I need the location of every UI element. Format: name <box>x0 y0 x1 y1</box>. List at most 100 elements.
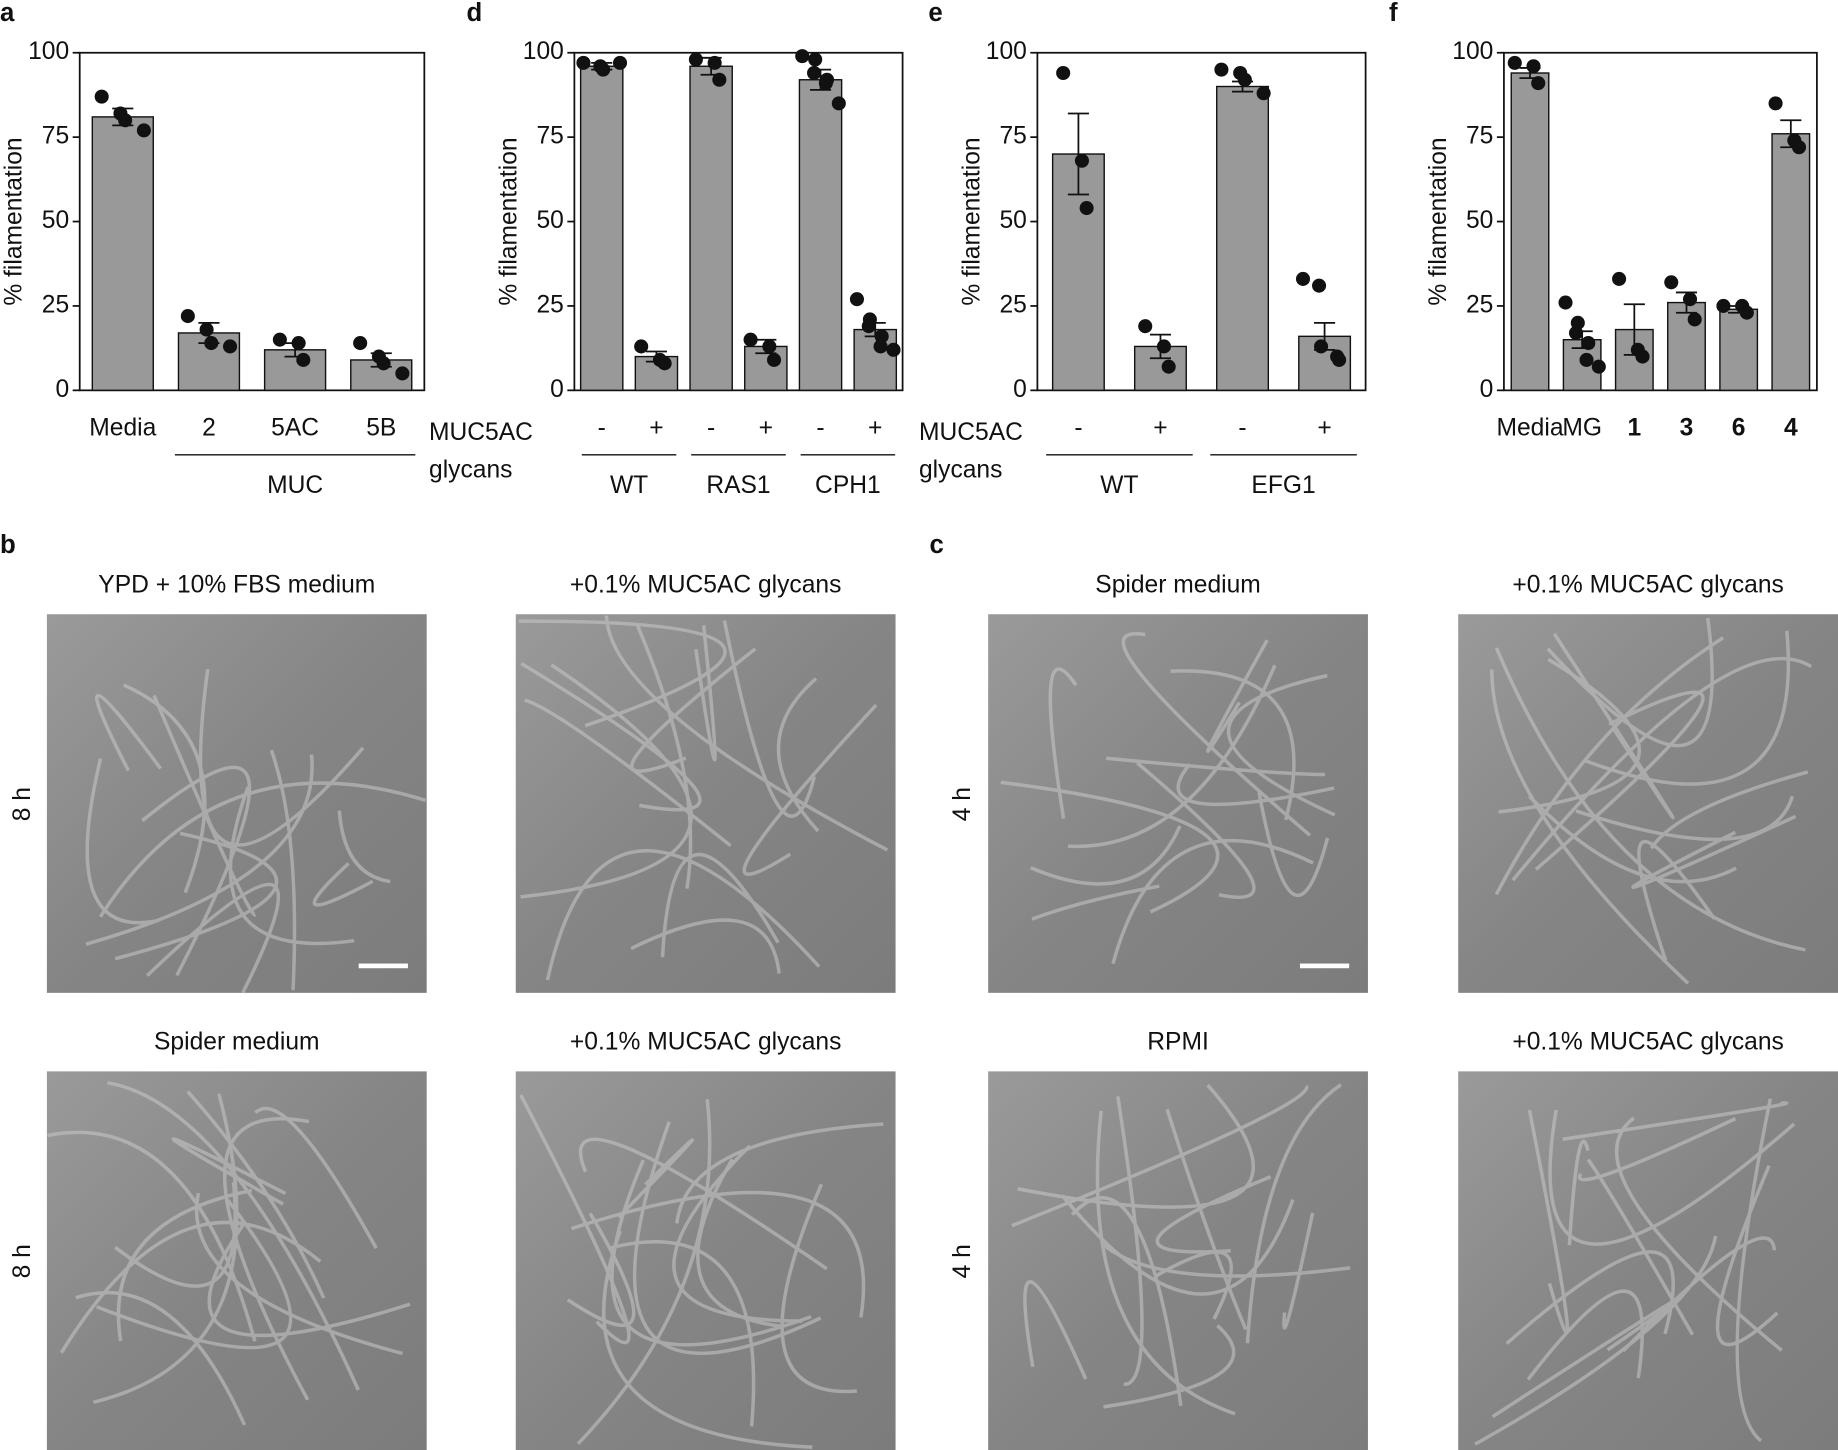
x-tick-label: 3 <box>1680 415 1694 442</box>
group-label: CPH1 <box>815 472 881 499</box>
data-point <box>873 339 888 354</box>
data-point <box>199 322 214 337</box>
data-point <box>762 339 777 354</box>
y-axis-label: % filamentation <box>495 137 522 305</box>
data-point <box>1581 336 1596 351</box>
y-axis-label: % filamentation <box>958 137 985 305</box>
micrograph <box>515 1071 896 1450</box>
data-point <box>1138 319 1153 334</box>
y-tick-label: 25 <box>1466 291 1493 318</box>
x-tick-label: + <box>868 415 882 442</box>
image-title: RPMI <box>1147 1029 1209 1056</box>
data-point <box>1568 325 1584 340</box>
data-point <box>634 339 649 354</box>
image-title: Spider medium <box>1095 572 1261 599</box>
bar <box>1510 72 1550 392</box>
hyphae <box>47 1081 411 1426</box>
y-tick-label: 0 <box>550 376 564 403</box>
y-axis-label: % filamentation <box>1425 137 1452 305</box>
time-label: 8 h <box>9 787 36 821</box>
bar <box>798 79 843 392</box>
data-point <box>808 52 823 67</box>
bar <box>689 65 733 392</box>
data-point <box>1507 55 1522 70</box>
data-point <box>1612 271 1627 286</box>
x-tick-label: Media <box>1496 415 1563 442</box>
row-label: glycans <box>429 457 512 484</box>
panel-label: b <box>0 531 16 559</box>
data-point <box>1256 86 1271 101</box>
data-point <box>831 96 846 111</box>
data-point <box>1579 352 1594 367</box>
micrograph <box>1458 614 1838 993</box>
data-point <box>576 55 591 70</box>
image-title: +0.1% MUC5AC glycans <box>1512 572 1783 599</box>
micrograph <box>46 1071 427 1450</box>
data-point <box>1791 140 1807 155</box>
x-tick-label: 1 <box>1627 415 1641 442</box>
data-point <box>795 49 810 64</box>
data-point <box>94 89 109 104</box>
data-point <box>612 55 628 70</box>
group-label: WT <box>1100 472 1138 499</box>
data-point <box>1768 96 1783 111</box>
data-point <box>743 332 758 347</box>
x-tick-label: 5B <box>366 415 396 442</box>
bar <box>1771 133 1811 392</box>
micrograph <box>46 614 427 993</box>
x-tick-label: - <box>598 415 606 442</box>
data-point <box>1716 298 1731 313</box>
data-point <box>807 65 822 81</box>
data-point <box>1214 62 1229 77</box>
y-tick-label: 75 <box>42 123 69 150</box>
data-point <box>767 352 782 367</box>
panel-label: f <box>1389 0 1398 27</box>
data-point <box>1237 72 1252 87</box>
y-tick-label: 75 <box>1466 123 1493 150</box>
row-label: MUC5AC <box>919 419 1023 446</box>
time-label: 4 h <box>949 1244 976 1278</box>
data-point <box>886 342 901 357</box>
image-title: Spider medium <box>154 1029 320 1056</box>
data-point <box>223 339 238 354</box>
data-point <box>1591 359 1606 374</box>
y-tick-label: 50 <box>42 207 69 234</box>
data-point <box>180 309 195 324</box>
data-point <box>1295 271 1311 286</box>
y-tick-label: 25 <box>42 291 69 318</box>
hyphae <box>518 615 889 981</box>
data-point <box>1079 201 1094 216</box>
x-tick-label: 6 <box>1732 415 1746 442</box>
panel-label: d <box>467 0 483 27</box>
data-point <box>136 123 151 138</box>
panel-label: a <box>0 0 15 27</box>
data-point <box>291 336 306 351</box>
data-point <box>849 292 864 307</box>
y-tick-label: 100 <box>986 38 1027 65</box>
data-point <box>296 352 311 367</box>
data-point <box>707 55 722 70</box>
panel-label: c <box>930 531 944 559</box>
x-tick-label: 4 <box>1784 415 1798 442</box>
y-tick-label: 25 <box>536 291 563 318</box>
x-tick-label: 2 <box>202 415 216 442</box>
x-tick-label: - <box>1074 415 1082 442</box>
group-label: MUC <box>267 472 323 499</box>
data-point <box>1156 339 1172 354</box>
data-point <box>1558 295 1573 310</box>
data-point <box>596 62 611 77</box>
micrograph <box>515 614 896 993</box>
data-point <box>1531 76 1546 91</box>
scale-bar <box>1299 963 1350 969</box>
data-point <box>1074 153 1089 168</box>
group-label: RAS1 <box>706 472 770 499</box>
y-tick-label: 50 <box>999 207 1026 234</box>
y-tick-label: 100 <box>523 38 564 65</box>
data-point <box>1161 359 1176 374</box>
hyphae <box>519 1094 884 1449</box>
y-tick-label: 75 <box>536 123 563 150</box>
plot-frame <box>573 51 904 392</box>
bar <box>1719 308 1759 392</box>
y-tick-label: 100 <box>28 38 69 65</box>
